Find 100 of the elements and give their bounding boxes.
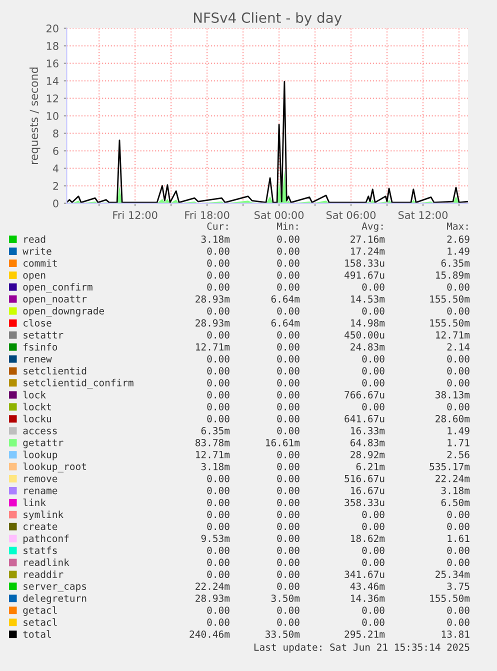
text: 0.00	[277, 534, 300, 542]
legend-label: open_noattr	[23, 296, 87, 305]
text: 0.00	[362, 546, 384, 554]
text: 0.00	[447, 367, 470, 375]
text: 14.36m	[351, 594, 385, 602]
x-tick-label: Fri 12:00	[113, 210, 158, 219]
text: 0.00	[277, 403, 300, 410]
legend-label: getattr	[23, 439, 64, 448]
text: 3.18m	[201, 462, 230, 470]
text: 0.00	[207, 259, 230, 267]
legend-label: total	[23, 630, 51, 638]
text: 295.21m	[344, 630, 385, 638]
legend-label: read	[24, 235, 46, 243]
legend-label: setattr	[24, 332, 64, 339]
text: 9.53m	[201, 534, 230, 542]
legend-label: renew	[24, 356, 52, 363]
text: 0.00	[207, 498, 230, 506]
text: 0.00	[207, 331, 230, 339]
legend-label: pathconf	[24, 534, 69, 544]
text: 38.13m	[436, 391, 470, 398]
text: 0.00	[207, 522, 230, 530]
legend-label: setclientid_confirm	[24, 378, 134, 389]
text: 1.49	[448, 247, 470, 255]
legend-label: symlink	[24, 510, 64, 520]
text: 22.24m	[436, 474, 470, 482]
text: 0.00	[207, 379, 230, 386]
text: 0.00	[277, 283, 300, 291]
text: 28.92m	[350, 450, 385, 458]
text: 0.00	[277, 522, 300, 530]
text: 14.98m	[351, 319, 385, 327]
text: 0.00	[207, 510, 230, 518]
text: 16.67u	[351, 486, 384, 494]
text: 16.33m	[351, 427, 385, 434]
legend-label: link	[23, 498, 46, 506]
text: 0.00	[362, 522, 384, 530]
text: 2.69	[447, 235, 470, 243]
text: 0.00	[277, 259, 300, 267]
legend-label: open_confirm	[23, 283, 92, 293]
y-tick-label: 12	[46, 94, 58, 102]
y-tick-label: 14	[46, 77, 58, 85]
y-tick-label: 8	[53, 130, 58, 138]
text: 0.00	[277, 307, 300, 315]
text: 43.46m	[350, 582, 385, 590]
text: 2.56	[447, 450, 470, 458]
text: 0.00	[447, 403, 470, 410]
legend-label: lookup_root	[23, 462, 86, 472]
x-tick-label: Sat 06:00	[326, 211, 376, 219]
y-tick-label: 20	[46, 24, 58, 32]
text: 28.93m	[196, 319, 230, 327]
legend-label: fsinfo	[24, 343, 58, 351]
text: 22.24m	[196, 582, 230, 590]
y-tick-label: 10	[46, 112, 58, 120]
text: 0.00	[277, 343, 300, 351]
text: 158.33u	[345, 259, 384, 267]
text: 18.62m	[351, 534, 385, 542]
text: Avg:	[362, 222, 383, 232]
text: 6.21m	[356, 462, 385, 470]
text: 0.00	[447, 307, 470, 315]
text: 0.00	[447, 606, 470, 614]
text: 0.00	[362, 558, 384, 566]
text: 2.14	[447, 343, 470, 350]
text: 0.00	[447, 546, 470, 554]
text: 358.33u	[344, 498, 384, 506]
text: 0.00	[277, 355, 300, 363]
text: 0.00	[362, 283, 384, 291]
text: 0.00	[277, 427, 300, 434]
legend-label: access	[23, 428, 57, 434]
text: 0.00	[277, 462, 300, 470]
text: 0.00	[362, 510, 384, 518]
text: 1.49	[448, 427, 470, 434]
text: 6.64m	[271, 295, 300, 303]
legend-label: locku	[23, 414, 52, 422]
text: 0.00	[362, 618, 384, 626]
y-tick-label: 18	[46, 42, 58, 50]
text: 0.00	[362, 379, 384, 386]
text: 0.00	[362, 606, 384, 614]
legend-label: lock	[23, 390, 46, 398]
text: 28.60m	[436, 415, 470, 422]
y-tick-label: 2	[53, 182, 58, 190]
text: 641.67u	[344, 415, 384, 422]
text: 766.67u	[344, 391, 384, 398]
text: 0.00	[207, 486, 230, 494]
y-tick-label: 4	[52, 164, 58, 172]
legend-label: getacl	[23, 606, 57, 616]
legend-label: create	[24, 523, 58, 530]
text: 0.00	[362, 307, 384, 315]
legend-label: lookup	[23, 450, 58, 460]
text: 535.17m	[430, 462, 470, 470]
text: 240.46m	[190, 630, 230, 638]
text: 0.00	[447, 522, 470, 530]
text: 83.78m	[196, 438, 230, 446]
legend-label: open_downgrade	[23, 307, 104, 317]
legend-label: setacl	[24, 618, 57, 626]
text: 0.00	[277, 450, 300, 458]
text: 17.24m	[351, 247, 385, 255]
text: 0.00	[362, 355, 384, 363]
x-tick-label: Sat 00:00	[254, 211, 304, 219]
text: 0.00	[277, 391, 300, 398]
text: 6.35m	[201, 427, 230, 434]
text: 16.61m	[266, 438, 300, 446]
